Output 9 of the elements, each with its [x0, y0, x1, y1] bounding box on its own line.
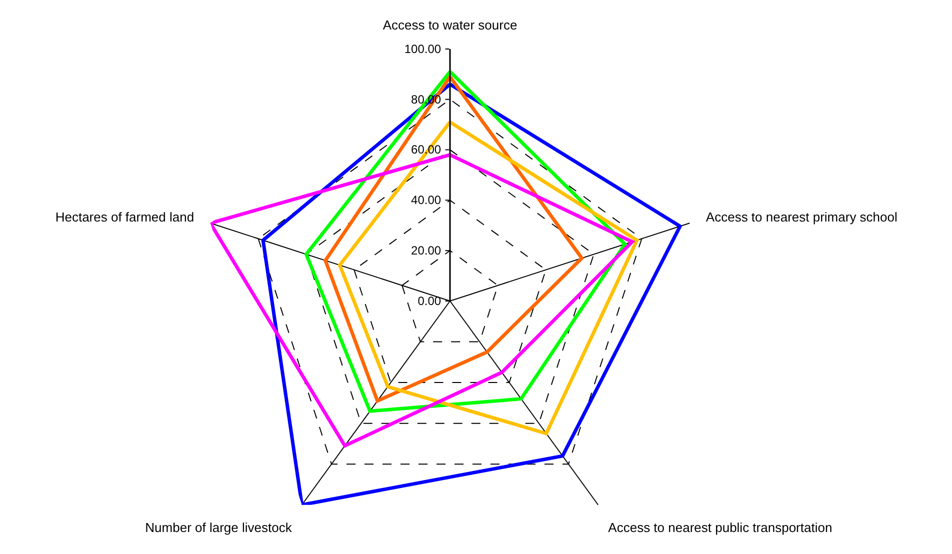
y-tick-label: 0.00 [418, 294, 442, 308]
spoke-label: Access to water source [382, 17, 518, 32]
spoke-label: Access to nearest primary school [706, 209, 898, 224]
spoke-label: Hectares of farmed land [55, 209, 194, 224]
y-tick-label: 20.00 [411, 244, 442, 258]
spoke-label: Access to nearest public transportation [608, 520, 832, 535]
y-tick-label: 100.00 [404, 42, 442, 56]
y-tick-label: 40.00 [411, 193, 442, 208]
spoke-label: Number of large livestock [145, 520, 292, 535]
